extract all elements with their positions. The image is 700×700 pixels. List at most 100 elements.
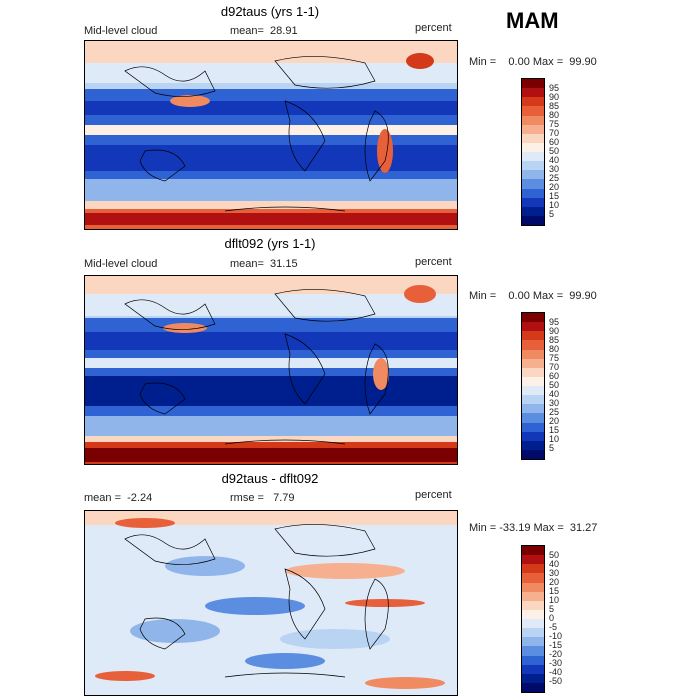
panel2-tick: 70 xyxy=(549,362,560,372)
panel2-colorbar-strip xyxy=(521,312,545,460)
panel3-tick: 0 xyxy=(549,613,555,623)
colorbar-swatch xyxy=(522,197,544,207)
panel3-mean: mean = -2.24 xyxy=(84,492,153,504)
colorbar-swatch xyxy=(522,600,544,610)
panel2-colorbar: 95 90 85 80 75 70 60 50 40 30 25 20 15 1… xyxy=(521,312,581,462)
colorbar-swatch xyxy=(522,97,544,107)
panel2-tick: 10 xyxy=(549,434,560,444)
panel2-map-svg xyxy=(85,276,457,464)
panel3-map-svg xyxy=(85,511,457,695)
panel1-tick: 90 xyxy=(549,92,560,102)
panel2-mean: mean= 31.15 xyxy=(230,258,298,270)
colorbar-swatch xyxy=(522,573,544,583)
colorbar-swatch xyxy=(522,564,544,574)
panel1-map-svg xyxy=(85,41,457,229)
colorbar-swatch xyxy=(522,404,544,414)
colorbar-swatch xyxy=(522,152,544,162)
colorbar-swatch xyxy=(522,673,544,683)
panel2-tick: 15 xyxy=(549,425,560,435)
panel1-tick: 20 xyxy=(549,182,560,192)
colorbar-swatch xyxy=(522,349,544,359)
panel3-tick: 5 xyxy=(549,604,555,614)
colorbar-swatch xyxy=(522,546,544,556)
panel2-tick: 90 xyxy=(549,326,560,336)
panel1-units: percent xyxy=(415,22,452,34)
colorbar-swatch xyxy=(522,386,544,396)
panel1-tick: 30 xyxy=(549,164,560,174)
panel1-field-label: Mid-level cloud xyxy=(84,25,158,37)
colorbar-swatch xyxy=(522,179,544,189)
panel3-tick: 50 xyxy=(549,550,560,560)
colorbar-swatch xyxy=(522,133,544,143)
colorbar-swatch xyxy=(522,395,544,405)
panel3-tick: -30 xyxy=(549,658,563,668)
panel1-tick: 5 xyxy=(549,209,555,219)
colorbar-swatch xyxy=(522,124,544,134)
panel3-tick: -5 xyxy=(549,622,558,632)
panel3-tick: -40 xyxy=(549,667,563,677)
panel3-tick: 15 xyxy=(549,586,560,596)
panel2-tick: 50 xyxy=(549,380,560,390)
panel1-tick: 50 xyxy=(549,146,560,156)
colorbar-swatch xyxy=(522,170,544,180)
panel3-colorbar-strip xyxy=(521,545,545,693)
panel3-rmse: rmse = 7.79 xyxy=(230,492,295,504)
colorbar-swatch xyxy=(522,206,544,216)
colorbar-swatch xyxy=(522,88,544,98)
panel3-title: d92taus - dflt092 xyxy=(221,471,319,486)
panel2-field-label: Mid-level cloud xyxy=(84,258,158,270)
panel1-tick: 85 xyxy=(549,101,560,111)
panel1-tick: 15 xyxy=(549,191,560,201)
panel3-tick: -50 xyxy=(549,676,563,686)
panel2-tick: 60 xyxy=(549,371,560,381)
panel1-tick: 40 xyxy=(549,155,560,165)
colorbar-swatch xyxy=(522,322,544,332)
panel2-minmax: Min = 0.00 Max = 99.90 xyxy=(469,290,597,302)
panel3-units: percent xyxy=(415,489,452,501)
panel2-tick: 30 xyxy=(549,398,560,408)
colorbar-swatch xyxy=(522,106,544,116)
colorbar-swatch xyxy=(522,115,544,125)
colorbar-swatch xyxy=(522,637,544,647)
panel3-minmax: Min = -33.19 Max = 31.27 xyxy=(469,522,598,534)
colorbar-swatch xyxy=(522,664,544,674)
panel1-tick: 80 xyxy=(549,110,560,120)
colorbar-swatch xyxy=(522,682,544,692)
panel2-tick: 85 xyxy=(549,335,560,345)
colorbar-swatch xyxy=(522,591,544,601)
colorbar-swatch xyxy=(522,340,544,350)
panel2-tick: 40 xyxy=(549,389,560,399)
panel2-tick: 95 xyxy=(549,317,560,327)
colorbar-swatch xyxy=(522,449,544,459)
panel2-map xyxy=(84,275,458,465)
panel2-tick: 20 xyxy=(549,416,560,426)
panel3-tick: 30 xyxy=(549,568,560,578)
colorbar-swatch xyxy=(522,188,544,198)
panel2-tick: 75 xyxy=(549,353,560,363)
colorbar-swatch xyxy=(522,331,544,341)
panel2-tick: 80 xyxy=(549,344,560,354)
panel1-colorbar: 95 90 85 80 75 70 60 50 40 30 25 20 15 1… xyxy=(521,78,581,228)
panel1-tick: 25 xyxy=(549,173,560,183)
panel3-tick: -20 xyxy=(549,649,563,659)
colorbar-swatch xyxy=(522,215,544,225)
colorbar-swatch xyxy=(522,609,544,619)
panel1-tick: 10 xyxy=(549,200,560,210)
panel1-tick: 70 xyxy=(549,128,560,138)
panel2-tick: 25 xyxy=(549,407,560,417)
panel1-minmax: Min = 0.00 Max = 99.90 xyxy=(469,56,597,68)
colorbar-swatch xyxy=(522,555,544,565)
panel1-map xyxy=(84,40,458,230)
colorbar-swatch xyxy=(522,358,544,368)
panel2-tick: 5 xyxy=(549,443,555,453)
season-label: MAM xyxy=(506,8,559,33)
panel3-tick: 20 xyxy=(549,577,560,587)
panel3-tick: 10 xyxy=(549,595,560,605)
panel1-tick: 75 xyxy=(549,119,560,129)
colorbar-swatch xyxy=(522,367,544,377)
colorbar-swatch xyxy=(522,628,544,638)
panel3-colorbar: 50 40 30 20 15 10 5 0 -5 -10 -15 -20 -30… xyxy=(521,545,581,695)
panel2-units: percent xyxy=(415,256,452,268)
colorbar-swatch xyxy=(522,440,544,450)
colorbar-swatch xyxy=(522,582,544,592)
